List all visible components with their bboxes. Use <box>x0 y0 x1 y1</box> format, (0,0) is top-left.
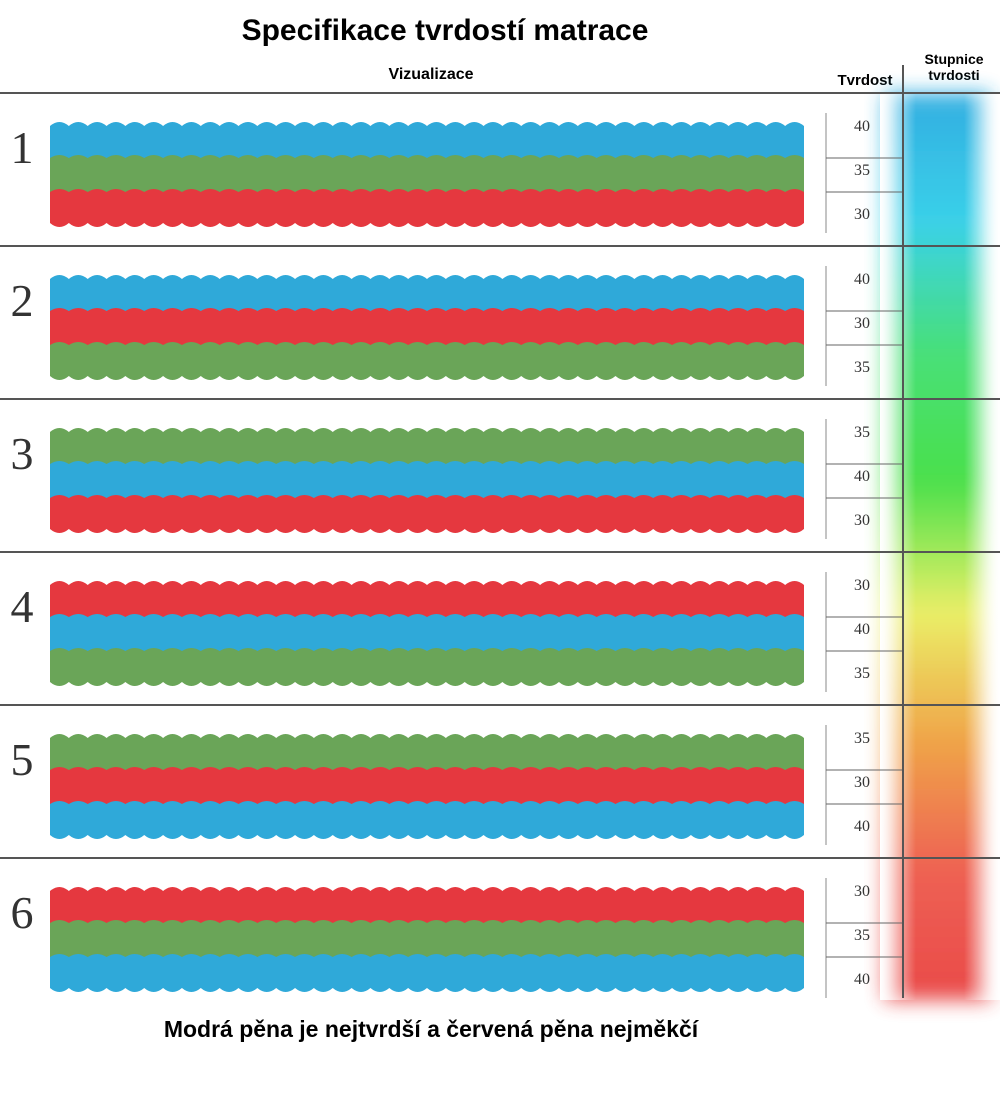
divider-lines <box>0 65 1000 998</box>
hardness-value: 30 <box>854 206 870 223</box>
hardness-value: 40 <box>854 621 870 638</box>
scale-header-line1: Stupnice <box>924 51 984 67</box>
hardness-value: 40 <box>854 818 870 835</box>
visualization-header: Vizualizace <box>388 66 474 83</box>
mattress-number: 3 <box>11 428 34 479</box>
foam-layer-green <box>50 428 804 464</box>
hardness-scale-fade <box>880 93 1000 1000</box>
hardness-value: 30 <box>854 774 870 791</box>
foam-layer-red <box>50 581 804 617</box>
hardness-scale-bar <box>880 93 1000 1000</box>
hardness-value: 30 <box>854 883 870 900</box>
foam-layer-red <box>50 767 804 804</box>
foam-layer-green <box>50 155 804 192</box>
hardness-value: 35 <box>854 424 870 441</box>
mattress-number: 2 <box>11 275 34 326</box>
foam-layer-blue <box>50 275 804 311</box>
foam-layer-red <box>50 495 804 533</box>
foam-layer-blue <box>50 461 804 498</box>
hardness-value: 40 <box>854 271 870 288</box>
mattress-5: 5 35 30 40 <box>11 725 902 845</box>
hardness-value: 35 <box>854 927 870 944</box>
scale-header: Stupnice tvrdosti <box>908 51 1000 83</box>
mattress-number: 4 <box>11 581 34 632</box>
hardness-value: 30 <box>854 315 870 332</box>
hardness-value: 35 <box>854 162 870 179</box>
foam-layer-green <box>50 920 804 957</box>
hardness-value: 35 <box>854 730 870 747</box>
hardness-value: 40 <box>854 971 870 988</box>
foam-layer-red <box>50 308 804 345</box>
foam-layer-blue <box>50 122 804 158</box>
hardness-value: 30 <box>854 577 870 594</box>
hardness-value: 35 <box>854 359 870 376</box>
hardness-header: Tvrdost <box>837 72 893 89</box>
mattress-number: 5 <box>11 734 34 785</box>
foam-layer-red <box>50 189 804 227</box>
mattress-3: 3 35 40 30 <box>11 419 902 539</box>
hardness-value: 40 <box>854 468 870 485</box>
foam-layer-green <box>50 648 804 686</box>
mattress-4: 4 30 40 35 <box>11 572 902 692</box>
foam-layer-red <box>50 887 804 923</box>
foam-layer-blue <box>50 614 804 651</box>
hardness-value: 40 <box>854 118 870 135</box>
mattress-number: 6 <box>11 887 34 938</box>
mattress-number: 1 <box>11 122 34 173</box>
hardness-value: 35 <box>854 665 870 682</box>
mattress-rows: 1 40 35 30 2 40 30 35 3 35 40 30 4 30 40 35 5 35 30 40 6 30 35… <box>11 113 902 998</box>
page-title: Specifikace tvrdostí matrace <box>241 14 649 47</box>
hardness-value: 30 <box>854 512 870 529</box>
mattress-1: 1 40 35 30 <box>11 113 902 233</box>
foam-layer-blue <box>50 954 804 992</box>
footer-note: Modrá pěna je nejtvrdší a červená pěna n… <box>163 1016 699 1042</box>
mattress-2: 2 40 30 35 <box>11 266 902 386</box>
scale-header-line2: tvrdosti <box>928 67 980 83</box>
foam-layer-blue <box>50 801 804 839</box>
mattress-6: 6 30 35 40 <box>11 878 902 998</box>
foam-layer-green <box>50 342 804 380</box>
foam-layer-green <box>50 734 804 770</box>
